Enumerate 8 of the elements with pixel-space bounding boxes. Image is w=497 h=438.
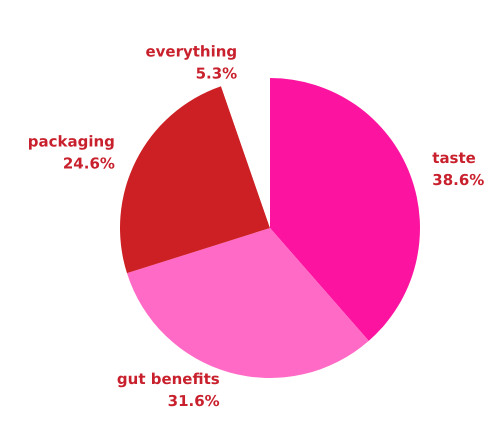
slice-label: gut benefits — [116, 370, 220, 388]
data-label: 31.6% — [168, 392, 220, 410]
data-label: 38.6% — [432, 170, 484, 189]
data-label: 5.3% — [196, 64, 238, 82]
slice-label: everything — [145, 42, 238, 60]
data-label: 24.6% — [62, 154, 115, 173]
slice-label: packaging — [28, 132, 115, 151]
slice-label: taste — [432, 148, 476, 167]
